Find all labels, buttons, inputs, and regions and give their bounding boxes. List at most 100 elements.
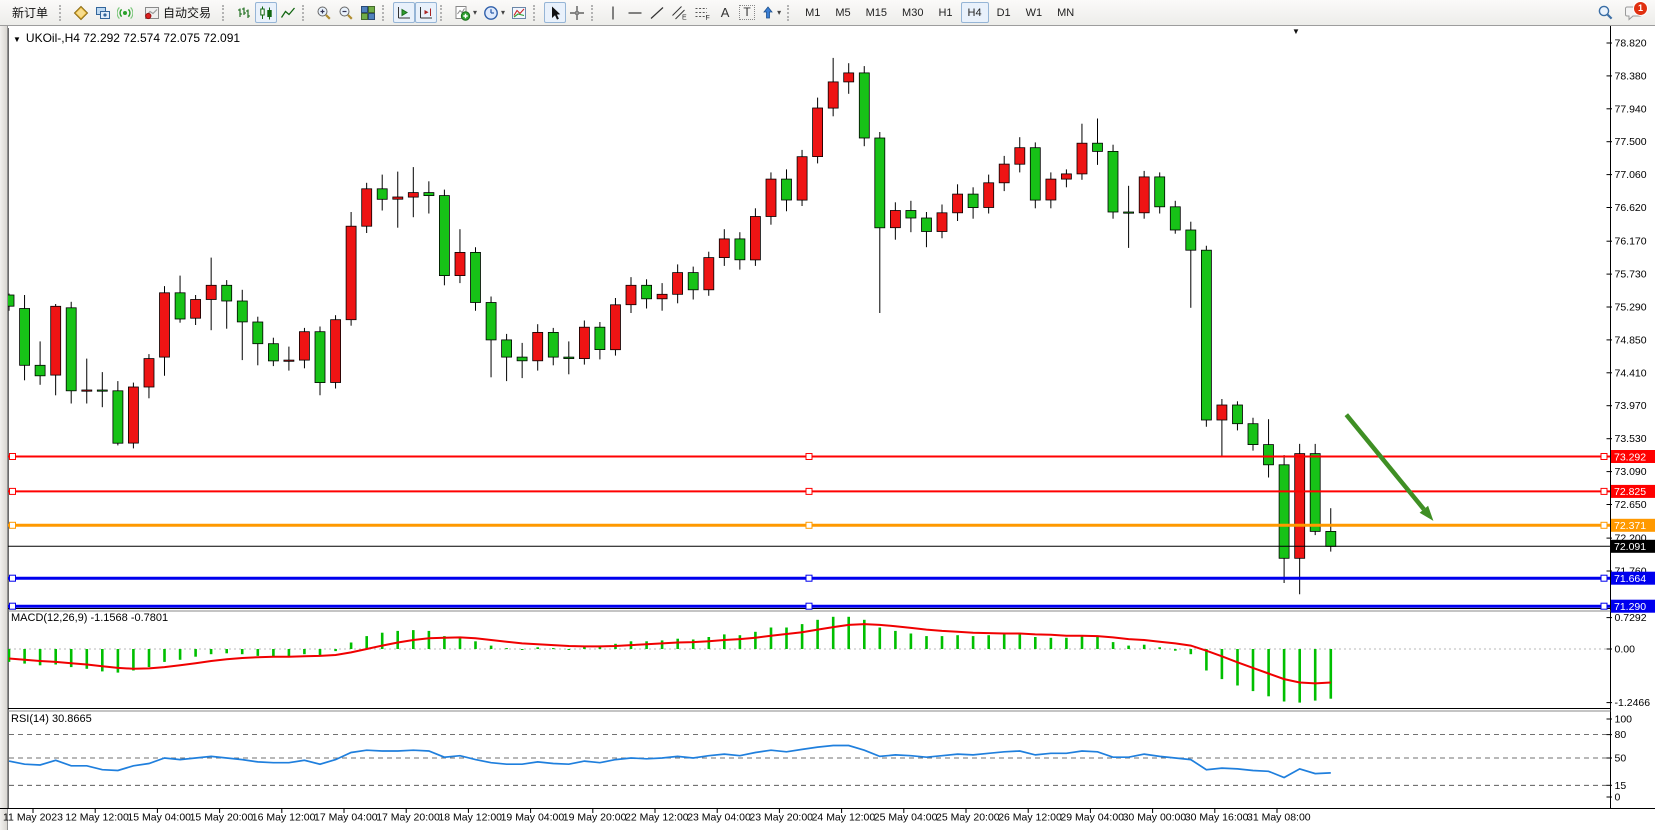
candles: [8, 57, 1337, 595]
line-handle[interactable]: [1600, 521, 1608, 529]
svg-text:31 May 08:00: 31 May 08:00: [1247, 812, 1311, 824]
hline-71.664[interactable]: [8, 574, 1610, 582]
macd-axis: 0.7292 0.00 -1.2466: [1606, 612, 1651, 709]
line-handle[interactable]: [805, 574, 813, 582]
candlestick-mode-icon[interactable]: [255, 2, 278, 23]
chart-menu-icon[interactable]: ▼: [1292, 27, 1300, 36]
line-handle[interactable]: [805, 521, 813, 529]
svg-text:-1.2466: -1.2466: [1615, 697, 1651, 709]
timeframe-H1[interactable]: H1: [938, 6, 953, 19]
signal-icon[interactable]: [114, 2, 136, 23]
line-chart-mode-icon[interactable]: [277, 2, 299, 23]
market-watch-icon[interactable]: [92, 2, 114, 23]
hline-72.371[interactable]: [8, 521, 1610, 529]
svg-text:11 May 2023: 11 May 2023: [3, 812, 63, 824]
arrows-tool-button[interactable]: ▾: [758, 2, 784, 23]
timeframe-MN[interactable]: MN: [1057, 6, 1075, 19]
gold-diamond-icon[interactable]: [70, 2, 92, 23]
chart-canvas[interactable]: 78.820 78.380 77.940 77.500 77.060 76.620 76.1…: [0, 26, 1655, 830]
timeframe-M1[interactable]: M1: [805, 6, 821, 19]
line-handle[interactable]: [9, 521, 16, 529]
toolbar-grip: [591, 4, 597, 21]
trendline-tool-icon[interactable]: [646, 2, 668, 23]
symbol-header[interactable]: ▼ UKOil-,H4 72.292 72.574 72.075 72.091: [13, 31, 240, 45]
line-handle[interactable]: [9, 602, 16, 610]
line-handle[interactable]: [1600, 487, 1608, 495]
svg-text:19 May 04:00: 19 May 04:00: [501, 812, 565, 824]
tile-windows-icon[interactable]: [357, 2, 379, 23]
zoom-out-icon[interactable]: [335, 2, 357, 23]
vertical-line-tool-icon[interactable]: [602, 2, 624, 23]
timeframe-M5[interactable]: M5: [835, 6, 851, 19]
timeframe-M15[interactable]: M15: [865, 6, 888, 19]
symbol-ohlc-text: UKOil-,H4 72.292 72.574 72.075 72.091: [25, 31, 241, 45]
svg-text:15 May 04:00: 15 May 04:00: [127, 812, 191, 824]
macd-signal-line: [8, 623, 1331, 685]
svg-text:12 May 12:00: 12 May 12:00: [65, 812, 129, 824]
chart-shift-icon[interactable]: [415, 2, 438, 23]
cursor-tool-icon[interactable]: [544, 2, 567, 23]
macd-pane: [8, 616, 1333, 703]
timeframe-D1[interactable]: D1: [996, 6, 1011, 19]
equidistant-channel-tool-icon[interactable]: E: [668, 2, 691, 23]
svg-text:16 May 12:00: 16 May 12:00: [252, 812, 316, 824]
hline-72.825[interactable]: [8, 487, 1610, 495]
svg-text:100: 100: [1615, 714, 1633, 726]
autotrading-button[interactable]: 自动交易: [136, 2, 219, 23]
timeframe-M30[interactable]: M30: [902, 6, 924, 19]
rsi-line: [8, 744, 1331, 779]
svg-text:72.371: 72.371: [1614, 520, 1646, 532]
price-axis[interactable]: 78.820 78.380 77.940 77.500 77.060 76.620 76.1…: [1606, 38, 1655, 614]
templates-button[interactable]: [508, 2, 530, 23]
chat-button[interactable]: 1: [1623, 0, 1648, 24]
svg-text:77.500: 77.500: [1615, 136, 1647, 148]
svg-text:0.00: 0.00: [1615, 644, 1636, 656]
svg-text:73.530: 73.530: [1615, 433, 1647, 445]
svg-text:17 May 20:00: 17 May 20:00: [376, 812, 440, 824]
macd-indicator-label: MACD(12,26,9) -1.1568 -0.7801: [11, 612, 169, 624]
crosshair-tool-icon[interactable]: [566, 2, 588, 23]
svg-text:15 May 20:00: 15 May 20:00: [190, 812, 254, 824]
text-tool-button[interactable]: A: [714, 2, 736, 23]
line-handle[interactable]: [1600, 574, 1608, 582]
fibonacci-tool-icon[interactable]: F: [691, 2, 714, 23]
dropdown-arrow-icon: ▾: [777, 8, 782, 17]
toolbar-grip: [59, 4, 65, 21]
svg-text:50: 50: [1615, 753, 1627, 765]
horizontal-line-tool-icon[interactable]: [624, 2, 646, 23]
dropdown-arrow-icon: ▾: [501, 8, 506, 17]
zoom-in-icon[interactable]: [313, 2, 335, 23]
text-label-tool-button[interactable]: T: [736, 2, 758, 23]
rsi-axis: 100 80 50 150: [1606, 714, 1633, 804]
auto-scroll-icon[interactable]: [393, 2, 416, 23]
timeframe-W1[interactable]: W1: [1025, 6, 1043, 19]
svg-text:24 May 12:00: 24 May 12:00: [812, 812, 876, 824]
bar-chart-mode-icon[interactable]: [233, 2, 255, 23]
line-handle[interactable]: [1600, 453, 1608, 460]
svg-text:78.380: 78.380: [1615, 70, 1647, 82]
line-handle[interactable]: [805, 602, 813, 610]
search-icon[interactable]: [1594, 2, 1617, 23]
new-order-button[interactable]: 新订单: [4, 2, 56, 23]
svg-text:26 May 12:00: 26 May 12:00: [998, 812, 1062, 824]
line-handle[interactable]: [9, 487, 16, 495]
line-handle[interactable]: [1600, 602, 1608, 610]
line-handle[interactable]: [9, 574, 16, 582]
line-handle[interactable]: [9, 453, 16, 460]
svg-text:80: 80: [1615, 729, 1627, 741]
periods-button[interactable]: ▾: [480, 2, 508, 23]
svg-text:76.170: 76.170: [1615, 236, 1647, 248]
timeframe-H4[interactable]: H4: [960, 2, 989, 23]
svg-text:76.620: 76.620: [1615, 202, 1647, 214]
line-handle[interactable]: [805, 487, 813, 495]
text-label-tool-label: T: [739, 5, 755, 20]
hline-71.290[interactable]: [8, 602, 1610, 610]
svg-text:73.970: 73.970: [1615, 400, 1647, 412]
add-indicator-button[interactable]: ▾: [451, 2, 480, 23]
new-order-label: 新订单: [12, 6, 49, 20]
line-handle[interactable]: [805, 453, 813, 460]
trend-arrow[interactable]: [1344, 413, 1434, 521]
hline-73.292[interactable]: [8, 453, 1610, 460]
main-toolbar: 新订单 自动交易 ▾ ▾: [0, 0, 1655, 26]
